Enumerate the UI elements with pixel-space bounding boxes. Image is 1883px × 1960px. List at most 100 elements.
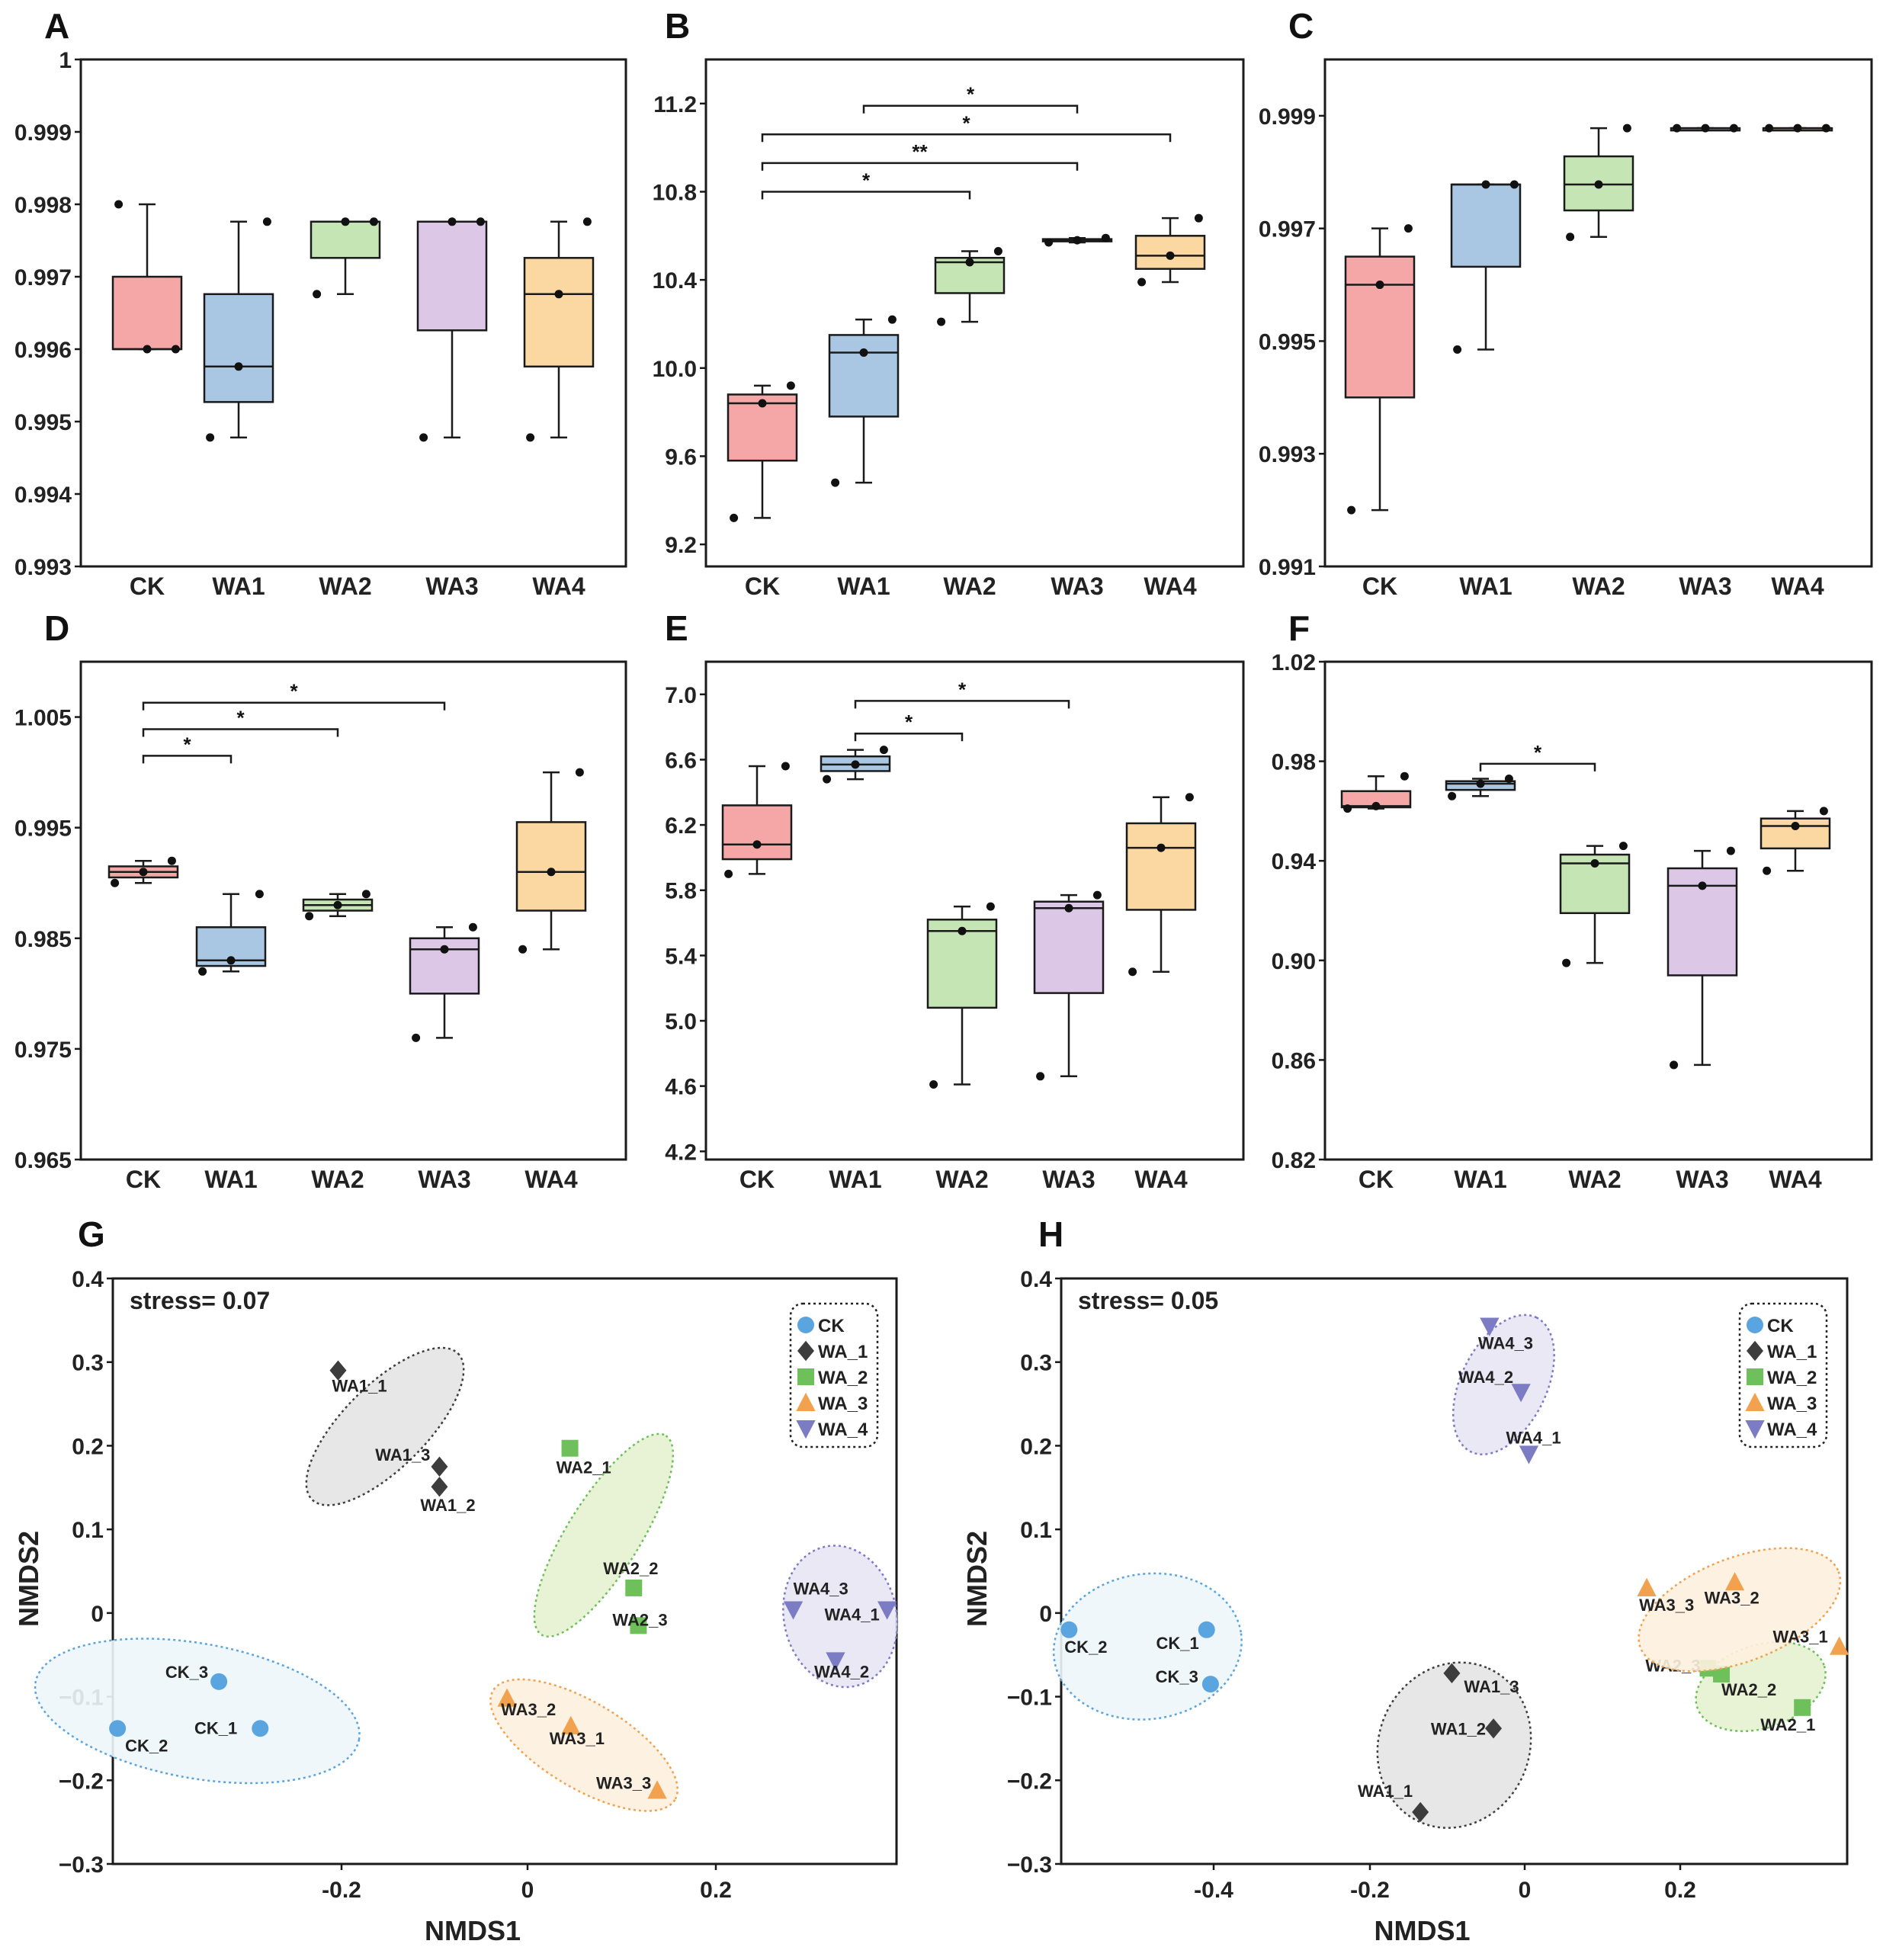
panel-label: D [44,608,69,648]
significance-star: * [962,111,970,134]
point-label: CK_1 [194,1718,237,1737]
y-tick-label: 6.2 [665,813,697,839]
box-wa3 [1666,846,1738,1070]
x-tick-label: WA3 [1676,1166,1728,1193]
box-wa1 [203,217,274,442]
significance-star: * [958,678,967,701]
data-point [440,945,449,954]
point-label: CK_2 [125,1736,168,1755]
significance-bracket [854,700,1070,709]
x-tick-label: -0.2 [322,1878,361,1903]
plot-frame [1323,660,1873,1161]
box-ck [111,200,183,354]
data-point [1448,791,1457,800]
confidence-ellipse [305,1346,465,1506]
x-tick-label: WA2 [935,1166,988,1193]
point-label: WA2_1 [557,1458,611,1477]
data-point [412,1033,421,1042]
y-tick-label: 0.997 [14,265,72,290]
y-tick-label: 10.0 [653,357,697,382]
y-tick-label: 0.82 [1272,1148,1316,1173]
data-point [958,926,967,935]
legend: CK WA_1 WA_2 WA_3 WA_4 [789,1302,879,1448]
data-point [1166,251,1175,260]
box-wa4 [515,768,587,954]
marker-diamond [1443,1663,1461,1684]
x-tick-label: WA1 [1459,573,1512,600]
marker-square [1713,1665,1731,1683]
y-tick-label: 6.6 [665,748,697,773]
x-tick-label: 0 [1519,1878,1532,1903]
marker-triangle-up [561,1715,581,1734]
significance-bracket [761,133,1172,143]
data-point [1726,846,1735,855]
data-point [1673,124,1682,133]
y-tick-label: 0.993 [1259,442,1316,467]
data-point [1594,180,1603,189]
marker-circle [797,1317,814,1333]
marker-triangle-up [796,1392,816,1411]
legend-label: WA_4 [1767,1419,1817,1440]
y-tick-label: 0.2 [1020,1434,1052,1459]
y-tick-label: 0 [91,1602,104,1627]
y-tick-label: 0.991 [1259,555,1316,580]
panel-h: H −0.3 −0.2 −0.1 0 0.1 0.2 0.3 0.4 -0.4 -0.2 0 0.2 NM… [961,1214,1849,1946]
data-point [887,315,897,324]
point-label: WA1_2 [1431,1719,1486,1738]
marker-triangle-down [1519,1445,1539,1464]
point-label: WA1_1 [1358,1782,1413,1801]
y-tick-label: 0.90 [1272,949,1316,974]
data-point [333,900,342,909]
box-wa1 [828,315,900,487]
y-tick-label: 0.999 [14,120,72,146]
box-wa2 [926,902,998,1089]
plot-frame [1323,58,1873,568]
marker-triangle-down [1745,1420,1765,1439]
x-tick-label: -0.4 [1194,1878,1233,1903]
y-tick-label: 1 [59,48,72,73]
data-point [111,878,120,887]
marker-diamond [1747,1340,1763,1362]
box-iqr [203,293,274,403]
legend-label: CK [1767,1316,1794,1336]
data-point [234,362,243,371]
x-tick-label: WA4 [1134,1166,1188,1193]
y-tick-label: 0.2 [72,1434,104,1459]
point-label: WA1_2 [420,1496,475,1515]
box-wa4 [523,217,595,442]
data-point [859,348,868,358]
data-point [1793,124,1802,133]
data-point [139,868,148,877]
stress-annotation: stress= 0.07 [130,1287,270,1314]
data-point [1819,807,1828,816]
data-point [1622,124,1631,133]
point-label: WA3_2 [1705,1588,1759,1607]
data-point [823,775,832,784]
data-point [447,217,457,226]
data-point [986,902,995,911]
marker-triangle-down [877,1601,897,1620]
marker-diamond [329,1360,347,1381]
y-tick-label: 0.3 [1020,1351,1052,1376]
box-wa2 [310,217,381,299]
y-tick-label: 1.02 [1272,650,1316,675]
legend-label: WA_1 [818,1342,868,1362]
x-tick-label: 0.2 [1664,1878,1696,1903]
group-wa1: WA1_1 WA1_2 WA1_3 [1358,1661,1532,1829]
data-point [1453,345,1462,354]
significance-star: * [862,168,871,191]
marker-circle [1747,1317,1763,1333]
data-point [262,217,271,226]
data-point [724,869,733,878]
data-point [1156,843,1166,852]
y-tick-label: 0.3 [72,1351,104,1376]
legend-label: CK [818,1316,845,1336]
y-tick-label: 0.985 [14,927,72,952]
plot-frame [1060,1277,1849,1865]
data-point [758,399,767,408]
point-label: WA1_1 [332,1377,387,1396]
group-wa2: WA2_1 WA2_2 WA2_3 [533,1432,675,1638]
y-tick-label: 0.995 [14,816,72,842]
x-tick-label: WA3 [1051,573,1103,600]
x-tick-label: WA4 [1769,1166,1822,1193]
